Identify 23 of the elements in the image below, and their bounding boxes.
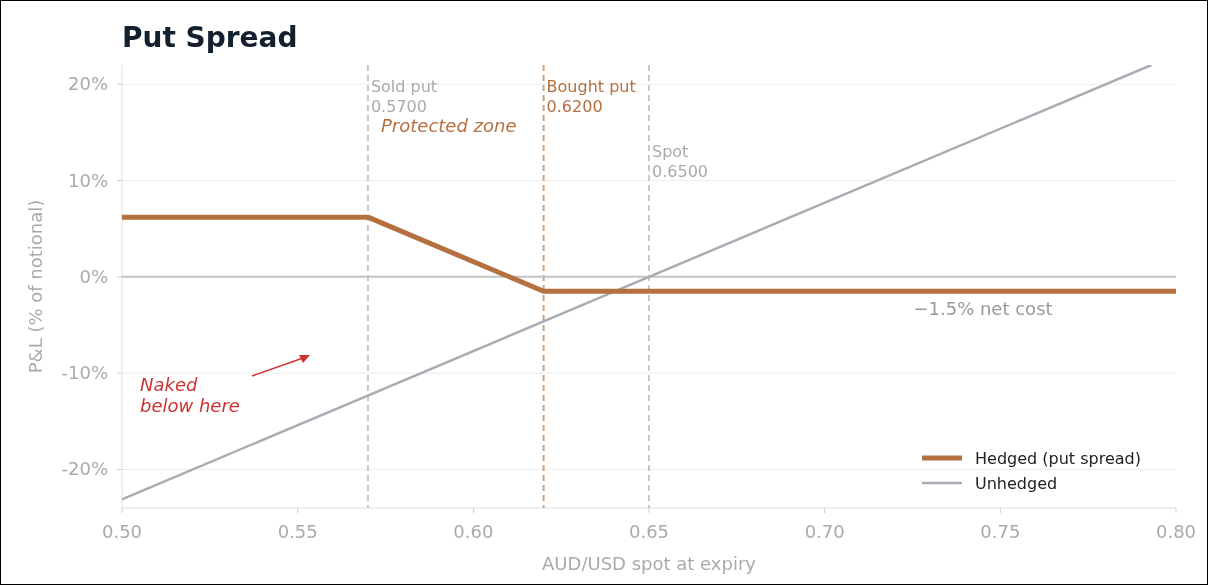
legend-label: Unhedged (975, 474, 1058, 493)
y-tick-label: -20% (61, 458, 108, 480)
annotation: −1.5% net cost (913, 298, 1053, 319)
annotation: Protected zone (381, 115, 517, 136)
x-tick-label: 0.55 (277, 521, 318, 542)
ref-line-label: Spot 0.6500 (652, 142, 708, 181)
x-tick-label: 0.50 (101, 521, 143, 542)
x-tick-label: 0.70 (804, 521, 845, 542)
chart-title: Put Spread (122, 21, 298, 54)
annotation: Naked below here (140, 374, 240, 416)
legend-label: Hedged (put spread) (975, 449, 1141, 468)
y-tick-label: 20% (67, 73, 108, 95)
x-tick-label: 0.80 (1155, 521, 1197, 542)
y-tick-label: -10% (61, 362, 108, 384)
y-tick-label: 0% (79, 265, 108, 287)
x-tick-label: 0.60 (453, 521, 494, 542)
ref-line-label: Bought put 0.6200 (546, 77, 636, 116)
y-tick-label: 10% (67, 169, 108, 191)
x-tick-label: 0.75 (980, 521, 1021, 542)
ref-line-label: Sold put 0.5700 (370, 77, 438, 116)
x-axis-title: AUD/USD spot at expiry (542, 553, 757, 574)
y-axis-title: P&L (% of notional) (25, 199, 46, 374)
x-tick-label: 0.65 (628, 521, 670, 542)
